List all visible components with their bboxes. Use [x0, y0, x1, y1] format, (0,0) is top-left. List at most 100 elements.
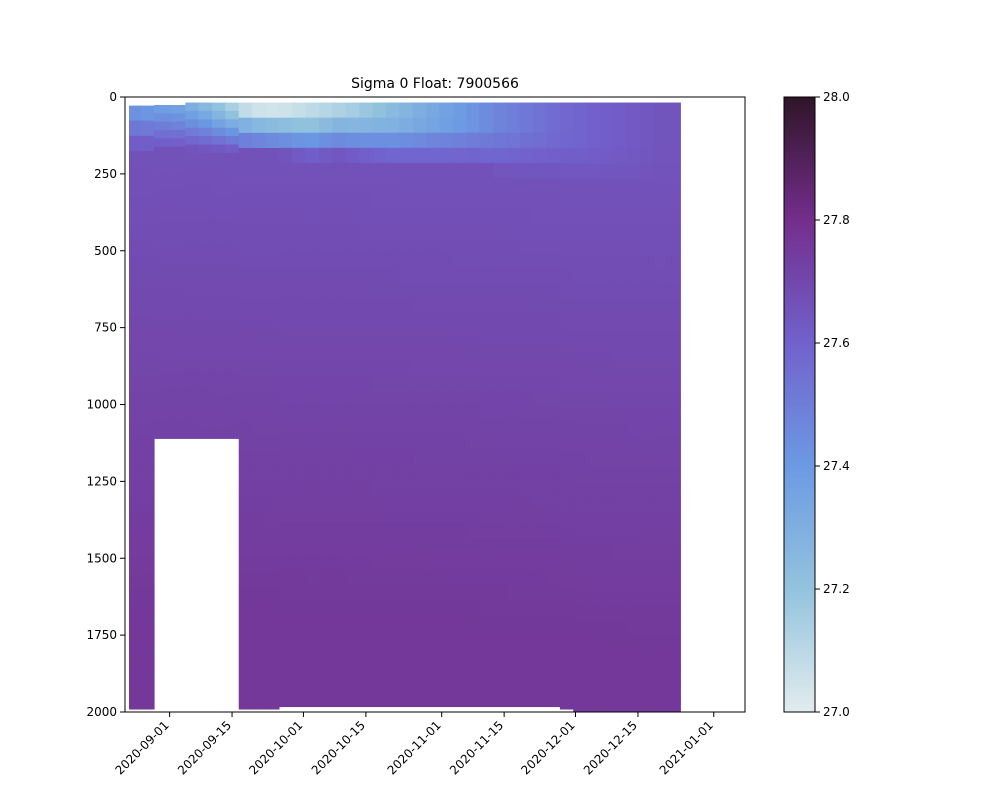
- heatmap-cell: [359, 464, 374, 481]
- heatmap-cell: [319, 178, 334, 194]
- heatmap-cell: [626, 559, 641, 576]
- heatmap-cell: [399, 555, 414, 572]
- heatmap-cell: [533, 419, 548, 436]
- heatmap-cell: [292, 479, 307, 496]
- heatmap-cell: [265, 663, 280, 680]
- heatmap-cell: [345, 132, 360, 149]
- heatmap-cell: [278, 615, 293, 632]
- heatmap-cell: [600, 483, 615, 500]
- heatmap-cell: [385, 344, 400, 360]
- heatmap-cell: [586, 331, 601, 347]
- heatmap-cell: [319, 646, 334, 662]
- heatmap-cell: [573, 224, 588, 241]
- heatmap-cell: [439, 223, 454, 240]
- heatmap-cell: [546, 479, 561, 496]
- heatmap-cell: [140, 573, 155, 589]
- heatmap-cell: [359, 283, 374, 300]
- heatmap-cell: [319, 464, 334, 481]
- heatmap-cell: [626, 254, 641, 271]
- heatmap-cell: [640, 590, 655, 606]
- heatmap-cell: [345, 208, 360, 224]
- heatmap-cell: [666, 422, 681, 439]
- heatmap-cell: [626, 574, 641, 591]
- heatmap-cell: [332, 449, 347, 466]
- heatmap-cell: [666, 346, 681, 363]
- heatmap-cell: [452, 404, 467, 421]
- colorbar-tick-label: 27.6: [823, 336, 850, 350]
- heatmap-cell: [153, 229, 173, 239]
- heatmap-cell: [666, 224, 681, 241]
- heatmap-cell: [559, 163, 574, 179]
- heatmap-cell: [225, 421, 240, 431]
- heatmap-cell: [466, 147, 481, 164]
- heatmap-cell: [319, 359, 334, 375]
- heatmap-cell: [533, 223, 548, 240]
- heatmap-cell: [519, 208, 534, 224]
- heatmap-cell: [546, 404, 561, 421]
- heatmap-cell: [439, 404, 454, 421]
- heatmap-cell: [666, 133, 681, 149]
- heatmap-cell: [452, 268, 467, 285]
- heatmap-cell: [359, 404, 374, 421]
- heatmap-cell: [225, 228, 240, 238]
- heatmap-cell: [600, 620, 615, 637]
- heatmap-cell: [479, 268, 494, 285]
- heatmap-cell: [372, 525, 387, 541]
- heatmap-cell: [412, 540, 427, 557]
- heatmap-cell: [198, 396, 213, 406]
- heatmap-cell: [519, 479, 534, 496]
- heatmap-cell: [153, 396, 173, 406]
- heatmap-cell: [319, 525, 334, 541]
- heatmap-cell: [171, 146, 186, 156]
- heatmap-cell: [198, 278, 213, 288]
- heatmap-cell: [640, 666, 655, 683]
- heatmap-cell: [211, 211, 226, 221]
- heatmap-cell: [506, 117, 521, 134]
- heatmap-cell: [506, 630, 521, 647]
- heatmap-cell: [546, 298, 561, 315]
- heatmap-cell: [171, 229, 186, 239]
- heatmap-cell: [278, 404, 293, 421]
- heatmap-cell: [626, 452, 641, 469]
- heatmap-cell: [140, 543, 155, 559]
- heatmap-cell: [559, 420, 574, 437]
- heatmap-cell: [412, 298, 427, 315]
- heatmap-cell: [278, 193, 293, 209]
- heatmap-cell: [533, 676, 548, 692]
- heatmap-cell: [519, 676, 534, 692]
- heatmap-cell: [238, 375, 253, 392]
- heatmap-cell: [533, 434, 548, 451]
- heatmap-cell: [466, 540, 481, 557]
- heatmap-cell: [653, 681, 668, 698]
- heatmap-cell: [573, 209, 588, 226]
- y-tick-label: 750: [94, 321, 117, 335]
- heatmap-cell: [319, 132, 334, 149]
- heatmap-cell: [185, 421, 200, 431]
- heatmap-cell: [399, 329, 414, 345]
- heatmap-cell: [479, 344, 494, 360]
- heatmap-cell: [129, 407, 142, 423]
- heatmap-cell: [439, 464, 454, 481]
- heatmap-cell: [385, 495, 400, 511]
- heatmap-cell: [225, 119, 240, 129]
- heatmap-cell: [359, 253, 374, 270]
- heatmap-cell: [506, 661, 521, 677]
- heatmap-cell: [399, 374, 414, 390]
- heatmap-cell: [198, 152, 213, 162]
- heatmap-cell: [225, 371, 240, 381]
- heatmap-cell: [345, 283, 360, 300]
- heatmap-cell: [613, 254, 628, 271]
- y-tick-label: 1750: [86, 628, 117, 642]
- heatmap-cell: [238, 329, 253, 346]
- heatmap-cell: [412, 147, 427, 164]
- heatmap-cell: [385, 253, 400, 270]
- heatmap-cell: [140, 150, 155, 167]
- heatmap-cell: [345, 434, 360, 451]
- heatmap-cell: [586, 407, 601, 424]
- heatmap-cell: [252, 436, 267, 452]
- heatmap-cell: [153, 129, 173, 139]
- heatmap-cell: [613, 407, 628, 424]
- heatmap-cell: [211, 253, 226, 263]
- heatmap-cell: [573, 529, 588, 545]
- heatmap-cell: [225, 320, 240, 330]
